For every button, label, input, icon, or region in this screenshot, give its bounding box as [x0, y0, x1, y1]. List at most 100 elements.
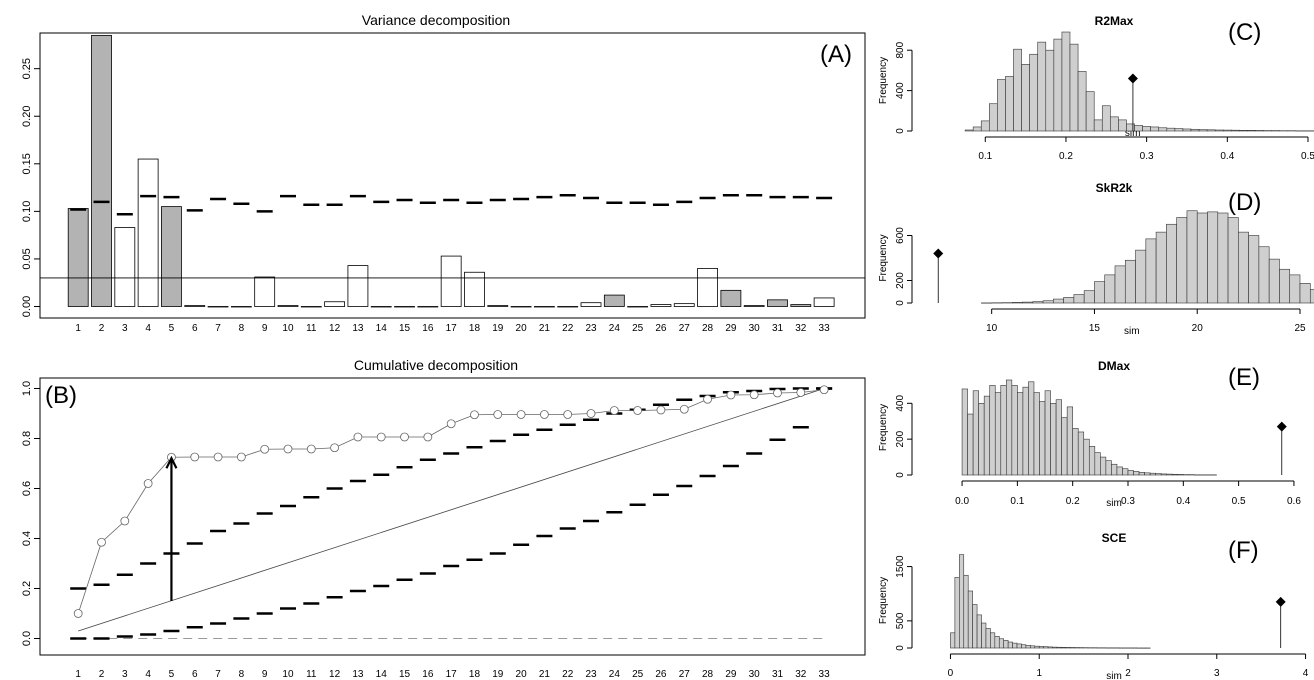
- x-tick-label: 24: [609, 669, 621, 680]
- cumulative-point: [190, 452, 200, 462]
- panel-d-plot: 0 200 600 Frequency 10 15 20 25 sim: [878, 210, 1314, 337]
- histogram-bar: [1116, 466, 1123, 476]
- cumulative-point: [330, 443, 340, 453]
- cumulative-point: [213, 452, 223, 462]
- bar: [370, 306, 392, 308]
- x-tick-label: 14: [376, 323, 388, 334]
- bar: [254, 276, 276, 307]
- x-tick-label: 8: [239, 323, 245, 334]
- x-tick-label: 25: [632, 323, 644, 334]
- histogram-bar: [980, 120, 990, 132]
- bar: [417, 306, 439, 308]
- histogram-bar: [1022, 386, 1029, 476]
- histogram-bar: [1003, 640, 1009, 649]
- histogram-bar: [1061, 647, 1067, 649]
- x-tick-label: 2: [99, 669, 105, 680]
- histogram-bar: [1017, 392, 1024, 476]
- x-tick-label: 19: [492, 323, 504, 334]
- x-tick-label: 27: [679, 323, 691, 334]
- bar: [627, 306, 649, 308]
- x-tick-label: 33: [819, 669, 831, 680]
- histogram-bar: [1056, 646, 1062, 649]
- histogram-bar: [1279, 268, 1291, 304]
- x-tick-label: 26: [655, 323, 667, 334]
- bar: [743, 305, 765, 307]
- bar: [161, 206, 182, 307]
- histogram-bar: [976, 614, 982, 649]
- x-tick-label: 12: [329, 323, 341, 334]
- x-tick-label: 20: [1192, 323, 1204, 334]
- histogram-bar: [1038, 646, 1044, 649]
- x-tick-label: 13: [352, 669, 364, 680]
- cumulative-point: [679, 404, 689, 414]
- histogram-bar: [1016, 643, 1022, 649]
- histogram-bar: [1000, 385, 1007, 476]
- y-tick-label: 0: [895, 472, 906, 478]
- histogram-bar: [967, 413, 974, 476]
- observed-marker: [1276, 421, 1287, 432]
- x-tick-label: 23: [585, 669, 597, 680]
- bar: [184, 305, 206, 307]
- histogram-bar: [1142, 126, 1151, 132]
- x-tick-label: 16: [422, 669, 434, 680]
- bar: [534, 306, 555, 308]
- bar: [510, 306, 532, 308]
- histogram-bar: [1176, 217, 1188, 304]
- histogram-bar: [1072, 428, 1079, 476]
- x-tick-label: 7: [215, 323, 221, 334]
- histogram-bar: [1053, 38, 1063, 132]
- cumulative-point: [656, 405, 666, 415]
- x-tick-label: 0.5: [1301, 151, 1314, 162]
- panel-a-label: (A): [820, 41, 852, 68]
- histogram-bar: [1083, 438, 1090, 476]
- cumulative-point: [143, 479, 153, 488]
- histogram-bar: [1050, 403, 1057, 476]
- histogram-bar: [1238, 231, 1249, 304]
- y-tick-label: 500: [895, 612, 906, 629]
- histogram-bar: [1149, 472, 1156, 476]
- x-tick-label: 30: [749, 323, 761, 334]
- cumulative-point: [796, 388, 806, 397]
- x-tick-label: 21: [539, 323, 551, 334]
- histogram-bar: [1012, 642, 1018, 649]
- cumulative-point: [446, 419, 456, 429]
- x-tick-label: 9: [262, 669, 268, 680]
- histogram-bar: [1114, 265, 1126, 304]
- x-tick-label: 21: [539, 669, 551, 680]
- cumulative-point: [423, 432, 433, 442]
- x-axis-label: sim: [1125, 128, 1141, 139]
- histogram-bar: [989, 103, 998, 132]
- x-tick-label: 10: [282, 669, 294, 680]
- bar: [230, 306, 252, 308]
- y-tick-label: 0: [895, 645, 906, 651]
- x-tick-label: 28: [702, 669, 714, 680]
- panel-f-label: (F): [1228, 537, 1259, 564]
- histogram-bar: [1247, 130, 1256, 132]
- y-tick-label: 0.25: [21, 58, 33, 79]
- cumulative-point: [563, 410, 573, 419]
- x-tick-label: 0.2: [1066, 496, 1080, 507]
- y-tick-label: 800: [895, 41, 906, 58]
- histogram-bar: [978, 403, 985, 476]
- histogram-bar: [1047, 646, 1053, 649]
- histogram-bar: [1239, 129, 1248, 132]
- histogram-bar: [1061, 417, 1068, 476]
- histogram-bar: [989, 385, 996, 476]
- histogram-bar: [1055, 399, 1062, 476]
- histogram-bar: [1299, 283, 1311, 304]
- histogram-bar: [1007, 641, 1013, 649]
- x-tick-label: 16: [422, 323, 434, 334]
- histogram-bar: [1042, 300, 1054, 304]
- histogram-bar: [1166, 223, 1177, 304]
- histogram-bar: [1186, 210, 1198, 304]
- x-tick-label: 26: [655, 669, 667, 680]
- histogram-bar: [1196, 212, 1208, 304]
- cumulative-point: [97, 537, 106, 547]
- histogram-bar: [1134, 125, 1143, 132]
- x-tick-label: 19: [492, 669, 504, 680]
- x-tick-label: 0: [948, 668, 954, 679]
- cumulative-point: [376, 432, 386, 442]
- histogram-bar: [1160, 473, 1168, 476]
- histogram-bar: [1044, 390, 1051, 476]
